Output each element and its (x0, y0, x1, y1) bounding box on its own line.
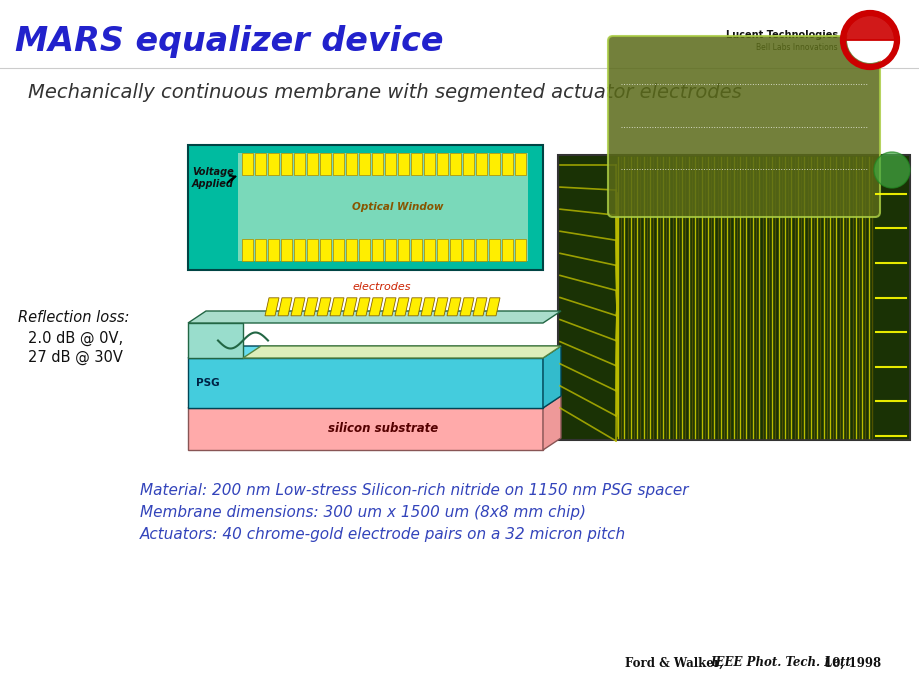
Bar (424, 153, 435, 175)
Text: IEEE Phot. Tech. Lett.: IEEE Phot. Tech. Lett. (709, 656, 854, 669)
Bar (307, 239, 318, 261)
Bar (294, 239, 305, 261)
Text: Lucent Technologies: Lucent Technologies (725, 30, 837, 40)
Text: electrodes: electrodes (352, 282, 411, 292)
Polygon shape (369, 298, 382, 316)
Bar (242, 239, 253, 261)
Bar (346, 153, 357, 175)
Bar (255, 239, 266, 261)
Text: MARS equalizer device: MARS equalizer device (15, 26, 443, 59)
Polygon shape (243, 346, 561, 358)
Bar (424, 239, 435, 261)
Bar (489, 153, 499, 175)
Bar (333, 153, 344, 175)
Bar (371, 239, 382, 261)
Bar (437, 153, 448, 175)
Text: Bell Labs Innovations: Bell Labs Innovations (755, 43, 837, 52)
Polygon shape (303, 298, 318, 316)
Text: Actuators: 40 chrome-gold electrode pairs on a 32 micron pitch: Actuators: 40 chrome-gold electrode pair… (140, 526, 626, 542)
Polygon shape (407, 298, 422, 316)
Bar (384, 153, 395, 175)
Bar (280, 239, 291, 261)
Polygon shape (542, 346, 561, 408)
Bar (333, 239, 344, 261)
Polygon shape (330, 298, 344, 316)
Bar (515, 153, 526, 175)
Bar (502, 153, 513, 175)
Polygon shape (844, 15, 894, 40)
Text: PSG: PSG (196, 378, 220, 388)
Bar (462, 153, 473, 175)
FancyBboxPatch shape (607, 36, 879, 217)
Text: 27 dB @ 30V: 27 dB @ 30V (28, 349, 123, 364)
Bar (475, 153, 486, 175)
Bar (449, 153, 460, 175)
Bar (242, 153, 253, 175)
Polygon shape (542, 396, 561, 450)
Bar (462, 239, 473, 261)
Text: Material: 200 nm Low-stress Silicon-rich nitride on 1150 nm PSG spacer: Material: 200 nm Low-stress Silicon-rich… (140, 482, 687, 497)
Circle shape (873, 152, 909, 188)
Bar (384, 239, 395, 261)
Bar (187, 145, 542, 270)
Bar (320, 153, 331, 175)
Polygon shape (485, 298, 499, 316)
Polygon shape (356, 298, 369, 316)
Polygon shape (278, 298, 291, 316)
Polygon shape (434, 298, 448, 316)
Text: Optical Window: Optical Window (351, 202, 443, 212)
Bar (515, 239, 526, 261)
Text: 2.0 dB @ 0V,: 2.0 dB @ 0V, (28, 331, 123, 346)
Polygon shape (421, 298, 435, 316)
Text: Reflection loss:: Reflection loss: (18, 310, 130, 326)
Polygon shape (187, 311, 561, 323)
Bar (558, 155, 909, 440)
Text: Ford & Walker,: Ford & Walker, (624, 656, 727, 669)
Polygon shape (187, 408, 542, 450)
Bar (398, 239, 409, 261)
Polygon shape (187, 323, 243, 358)
Bar (267, 153, 278, 175)
Bar (475, 239, 486, 261)
Bar (255, 153, 266, 175)
Polygon shape (394, 298, 409, 316)
Polygon shape (187, 346, 561, 358)
Polygon shape (187, 396, 561, 408)
Circle shape (846, 17, 892, 63)
Bar (307, 153, 318, 175)
Text: Voltage
Applied: Voltage Applied (192, 167, 233, 189)
Bar (489, 239, 499, 261)
Polygon shape (187, 358, 542, 408)
Bar (267, 239, 278, 261)
Bar (449, 239, 460, 261)
Bar (411, 239, 422, 261)
Bar (411, 153, 422, 175)
Bar (371, 153, 382, 175)
Bar (294, 153, 305, 175)
Bar (280, 153, 291, 175)
Polygon shape (472, 298, 486, 316)
Polygon shape (381, 298, 395, 316)
Bar (320, 239, 331, 261)
Polygon shape (265, 298, 278, 316)
Text: silicon substrate: silicon substrate (328, 422, 437, 435)
Bar (346, 239, 357, 261)
Bar (437, 239, 448, 261)
Polygon shape (290, 298, 305, 316)
Text: 10, 1998: 10, 1998 (819, 656, 880, 669)
Text: Membrane dimensions: 300 um x 1500 um (8x8 mm chip): Membrane dimensions: 300 um x 1500 um (8… (140, 504, 585, 520)
Text: Voltage
Applied: Voltage Applied (192, 325, 233, 347)
Polygon shape (460, 298, 473, 316)
Bar (238, 153, 528, 261)
Polygon shape (317, 298, 331, 316)
Polygon shape (343, 298, 357, 316)
Polygon shape (447, 298, 460, 316)
Bar (358, 153, 369, 175)
Bar (358, 239, 369, 261)
Bar (502, 239, 513, 261)
Text: Mechanically continuous membrane with segmented actuator electrodes: Mechanically continuous membrane with se… (28, 83, 741, 101)
Bar (398, 153, 409, 175)
